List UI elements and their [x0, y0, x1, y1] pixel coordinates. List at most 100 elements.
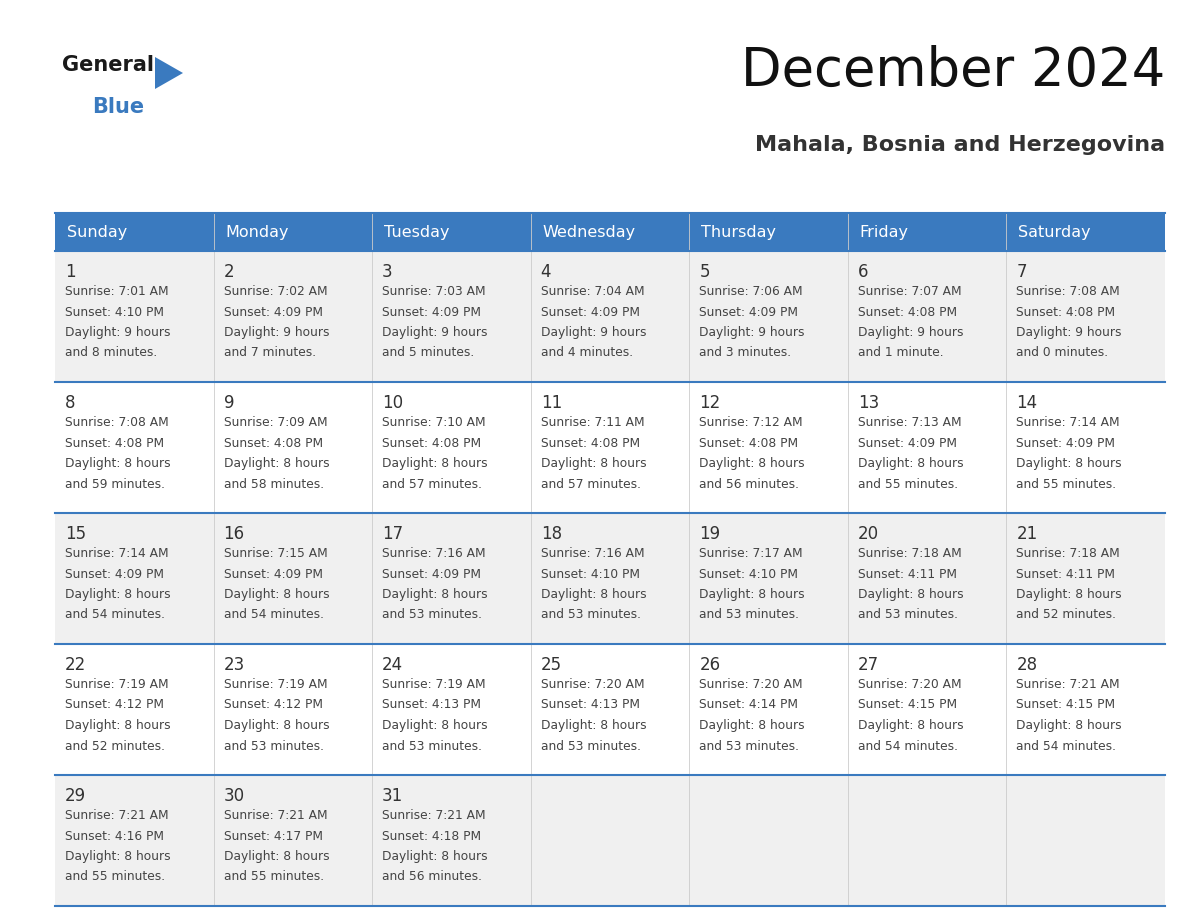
- Text: Sunrise: 7:07 AM: Sunrise: 7:07 AM: [858, 285, 961, 298]
- Text: Sunrise: 7:21 AM: Sunrise: 7:21 AM: [383, 809, 486, 822]
- Text: 27: 27: [858, 656, 879, 674]
- Text: and 52 minutes.: and 52 minutes.: [65, 740, 165, 753]
- Text: Thursday: Thursday: [701, 225, 776, 240]
- Text: Daylight: 8 hours: Daylight: 8 hours: [858, 719, 963, 732]
- Text: 9: 9: [223, 394, 234, 412]
- Text: Daylight: 8 hours: Daylight: 8 hours: [700, 719, 805, 732]
- Text: Sunrise: 7:20 AM: Sunrise: 7:20 AM: [541, 678, 644, 691]
- Text: and 52 minutes.: and 52 minutes.: [1017, 609, 1117, 621]
- Text: Sunrise: 7:18 AM: Sunrise: 7:18 AM: [858, 547, 961, 560]
- Text: and 56 minutes.: and 56 minutes.: [700, 477, 800, 490]
- Text: Sunrise: 7:14 AM: Sunrise: 7:14 AM: [1017, 416, 1120, 429]
- Text: and 55 minutes.: and 55 minutes.: [1017, 477, 1117, 490]
- Text: Sunset: 4:09 PM: Sunset: 4:09 PM: [223, 306, 323, 319]
- Polygon shape: [154, 57, 183, 89]
- Text: Sunrise: 7:09 AM: Sunrise: 7:09 AM: [223, 416, 327, 429]
- Text: 18: 18: [541, 525, 562, 543]
- Text: and 54 minutes.: and 54 minutes.: [65, 609, 165, 621]
- Text: and 4 minutes.: and 4 minutes.: [541, 346, 633, 360]
- Text: and 3 minutes.: and 3 minutes.: [700, 346, 791, 360]
- Text: Sunset: 4:13 PM: Sunset: 4:13 PM: [541, 699, 639, 711]
- Text: and 53 minutes.: and 53 minutes.: [700, 609, 800, 621]
- Text: 17: 17: [383, 525, 403, 543]
- Bar: [55, 213, 1165, 251]
- Text: Sunset: 4:09 PM: Sunset: 4:09 PM: [223, 567, 323, 580]
- Text: Sunset: 4:08 PM: Sunset: 4:08 PM: [65, 436, 164, 450]
- Text: Sunset: 4:16 PM: Sunset: 4:16 PM: [65, 830, 164, 843]
- Text: and 53 minutes.: and 53 minutes.: [383, 609, 482, 621]
- Text: Sunrise: 7:19 AM: Sunrise: 7:19 AM: [223, 678, 327, 691]
- Text: 3: 3: [383, 263, 393, 281]
- Text: and 57 minutes.: and 57 minutes.: [383, 477, 482, 490]
- Text: and 54 minutes.: and 54 minutes.: [858, 740, 958, 753]
- Text: 29: 29: [65, 787, 86, 805]
- Text: Sunset: 4:12 PM: Sunset: 4:12 PM: [223, 699, 323, 711]
- Text: Sunrise: 7:20 AM: Sunrise: 7:20 AM: [858, 678, 961, 691]
- Text: Sunrise: 7:11 AM: Sunrise: 7:11 AM: [541, 416, 644, 429]
- Text: Sunrise: 7:10 AM: Sunrise: 7:10 AM: [383, 416, 486, 429]
- Text: Sunrise: 7:14 AM: Sunrise: 7:14 AM: [65, 547, 169, 560]
- Text: Sunrise: 7:01 AM: Sunrise: 7:01 AM: [65, 285, 169, 298]
- Text: Blue: Blue: [91, 97, 144, 117]
- Text: Sunrise: 7:16 AM: Sunrise: 7:16 AM: [541, 547, 644, 560]
- Text: and 53 minutes.: and 53 minutes.: [858, 609, 958, 621]
- Text: Sunset: 4:14 PM: Sunset: 4:14 PM: [700, 699, 798, 711]
- Text: General: General: [62, 55, 154, 75]
- Text: Daylight: 8 hours: Daylight: 8 hours: [858, 457, 963, 470]
- Text: 21: 21: [1017, 525, 1037, 543]
- Text: Daylight: 8 hours: Daylight: 8 hours: [383, 457, 488, 470]
- Text: and 58 minutes.: and 58 minutes.: [223, 477, 323, 490]
- Text: Daylight: 8 hours: Daylight: 8 hours: [858, 588, 963, 601]
- Text: Daylight: 8 hours: Daylight: 8 hours: [541, 457, 646, 470]
- Text: Sunrise: 7:08 AM: Sunrise: 7:08 AM: [65, 416, 169, 429]
- Text: Sunset: 4:08 PM: Sunset: 4:08 PM: [1017, 306, 1116, 319]
- Text: Sunset: 4:08 PM: Sunset: 4:08 PM: [223, 436, 323, 450]
- Text: Friday: Friday: [860, 225, 909, 240]
- Text: and 53 minutes.: and 53 minutes.: [541, 609, 640, 621]
- Text: Sunset: 4:09 PM: Sunset: 4:09 PM: [1017, 436, 1116, 450]
- Bar: [55, 382, 1165, 513]
- Text: and 54 minutes.: and 54 minutes.: [1017, 740, 1117, 753]
- Bar: [55, 644, 1165, 775]
- Text: Sunrise: 7:08 AM: Sunrise: 7:08 AM: [1017, 285, 1120, 298]
- Text: and 53 minutes.: and 53 minutes.: [383, 740, 482, 753]
- Text: 25: 25: [541, 656, 562, 674]
- Text: and 0 minutes.: and 0 minutes.: [1017, 346, 1108, 360]
- Text: Mahala, Bosnia and Herzegovina: Mahala, Bosnia and Herzegovina: [754, 135, 1165, 155]
- Text: Sunday: Sunday: [67, 225, 127, 240]
- Text: 7: 7: [1017, 263, 1026, 281]
- Bar: [55, 251, 1165, 382]
- Text: 24: 24: [383, 656, 403, 674]
- Text: Sunset: 4:09 PM: Sunset: 4:09 PM: [383, 567, 481, 580]
- Bar: [55, 513, 1165, 644]
- Text: Daylight: 8 hours: Daylight: 8 hours: [541, 588, 646, 601]
- Text: Sunset: 4:15 PM: Sunset: 4:15 PM: [858, 699, 958, 711]
- Text: Daylight: 9 hours: Daylight: 9 hours: [858, 326, 963, 339]
- Text: and 8 minutes.: and 8 minutes.: [65, 346, 157, 360]
- Text: 26: 26: [700, 656, 720, 674]
- Text: Tuesday: Tuesday: [384, 225, 449, 240]
- Text: Sunrise: 7:03 AM: Sunrise: 7:03 AM: [383, 285, 486, 298]
- Text: 13: 13: [858, 394, 879, 412]
- Text: and 5 minutes.: and 5 minutes.: [383, 346, 474, 360]
- Text: Sunset: 4:09 PM: Sunset: 4:09 PM: [65, 567, 164, 580]
- Text: Sunrise: 7:19 AM: Sunrise: 7:19 AM: [65, 678, 169, 691]
- Text: Sunset: 4:09 PM: Sunset: 4:09 PM: [541, 306, 639, 319]
- Text: Daylight: 9 hours: Daylight: 9 hours: [541, 326, 646, 339]
- Text: Daylight: 8 hours: Daylight: 8 hours: [700, 588, 805, 601]
- Text: 11: 11: [541, 394, 562, 412]
- Text: Sunset: 4:11 PM: Sunset: 4:11 PM: [858, 567, 956, 580]
- Text: Sunset: 4:08 PM: Sunset: 4:08 PM: [541, 436, 640, 450]
- Text: Daylight: 9 hours: Daylight: 9 hours: [65, 326, 171, 339]
- Text: Daylight: 8 hours: Daylight: 8 hours: [223, 719, 329, 732]
- Text: Sunset: 4:09 PM: Sunset: 4:09 PM: [858, 436, 956, 450]
- Text: 12: 12: [700, 394, 721, 412]
- Text: Wednesday: Wednesday: [543, 225, 636, 240]
- Text: 16: 16: [223, 525, 245, 543]
- Text: Sunrise: 7:21 AM: Sunrise: 7:21 AM: [1017, 678, 1120, 691]
- Text: 4: 4: [541, 263, 551, 281]
- Text: and 1 minute.: and 1 minute.: [858, 346, 943, 360]
- Text: Sunset: 4:17 PM: Sunset: 4:17 PM: [223, 830, 323, 843]
- Text: and 55 minutes.: and 55 minutes.: [223, 870, 323, 883]
- Text: Sunset: 4:15 PM: Sunset: 4:15 PM: [1017, 699, 1116, 711]
